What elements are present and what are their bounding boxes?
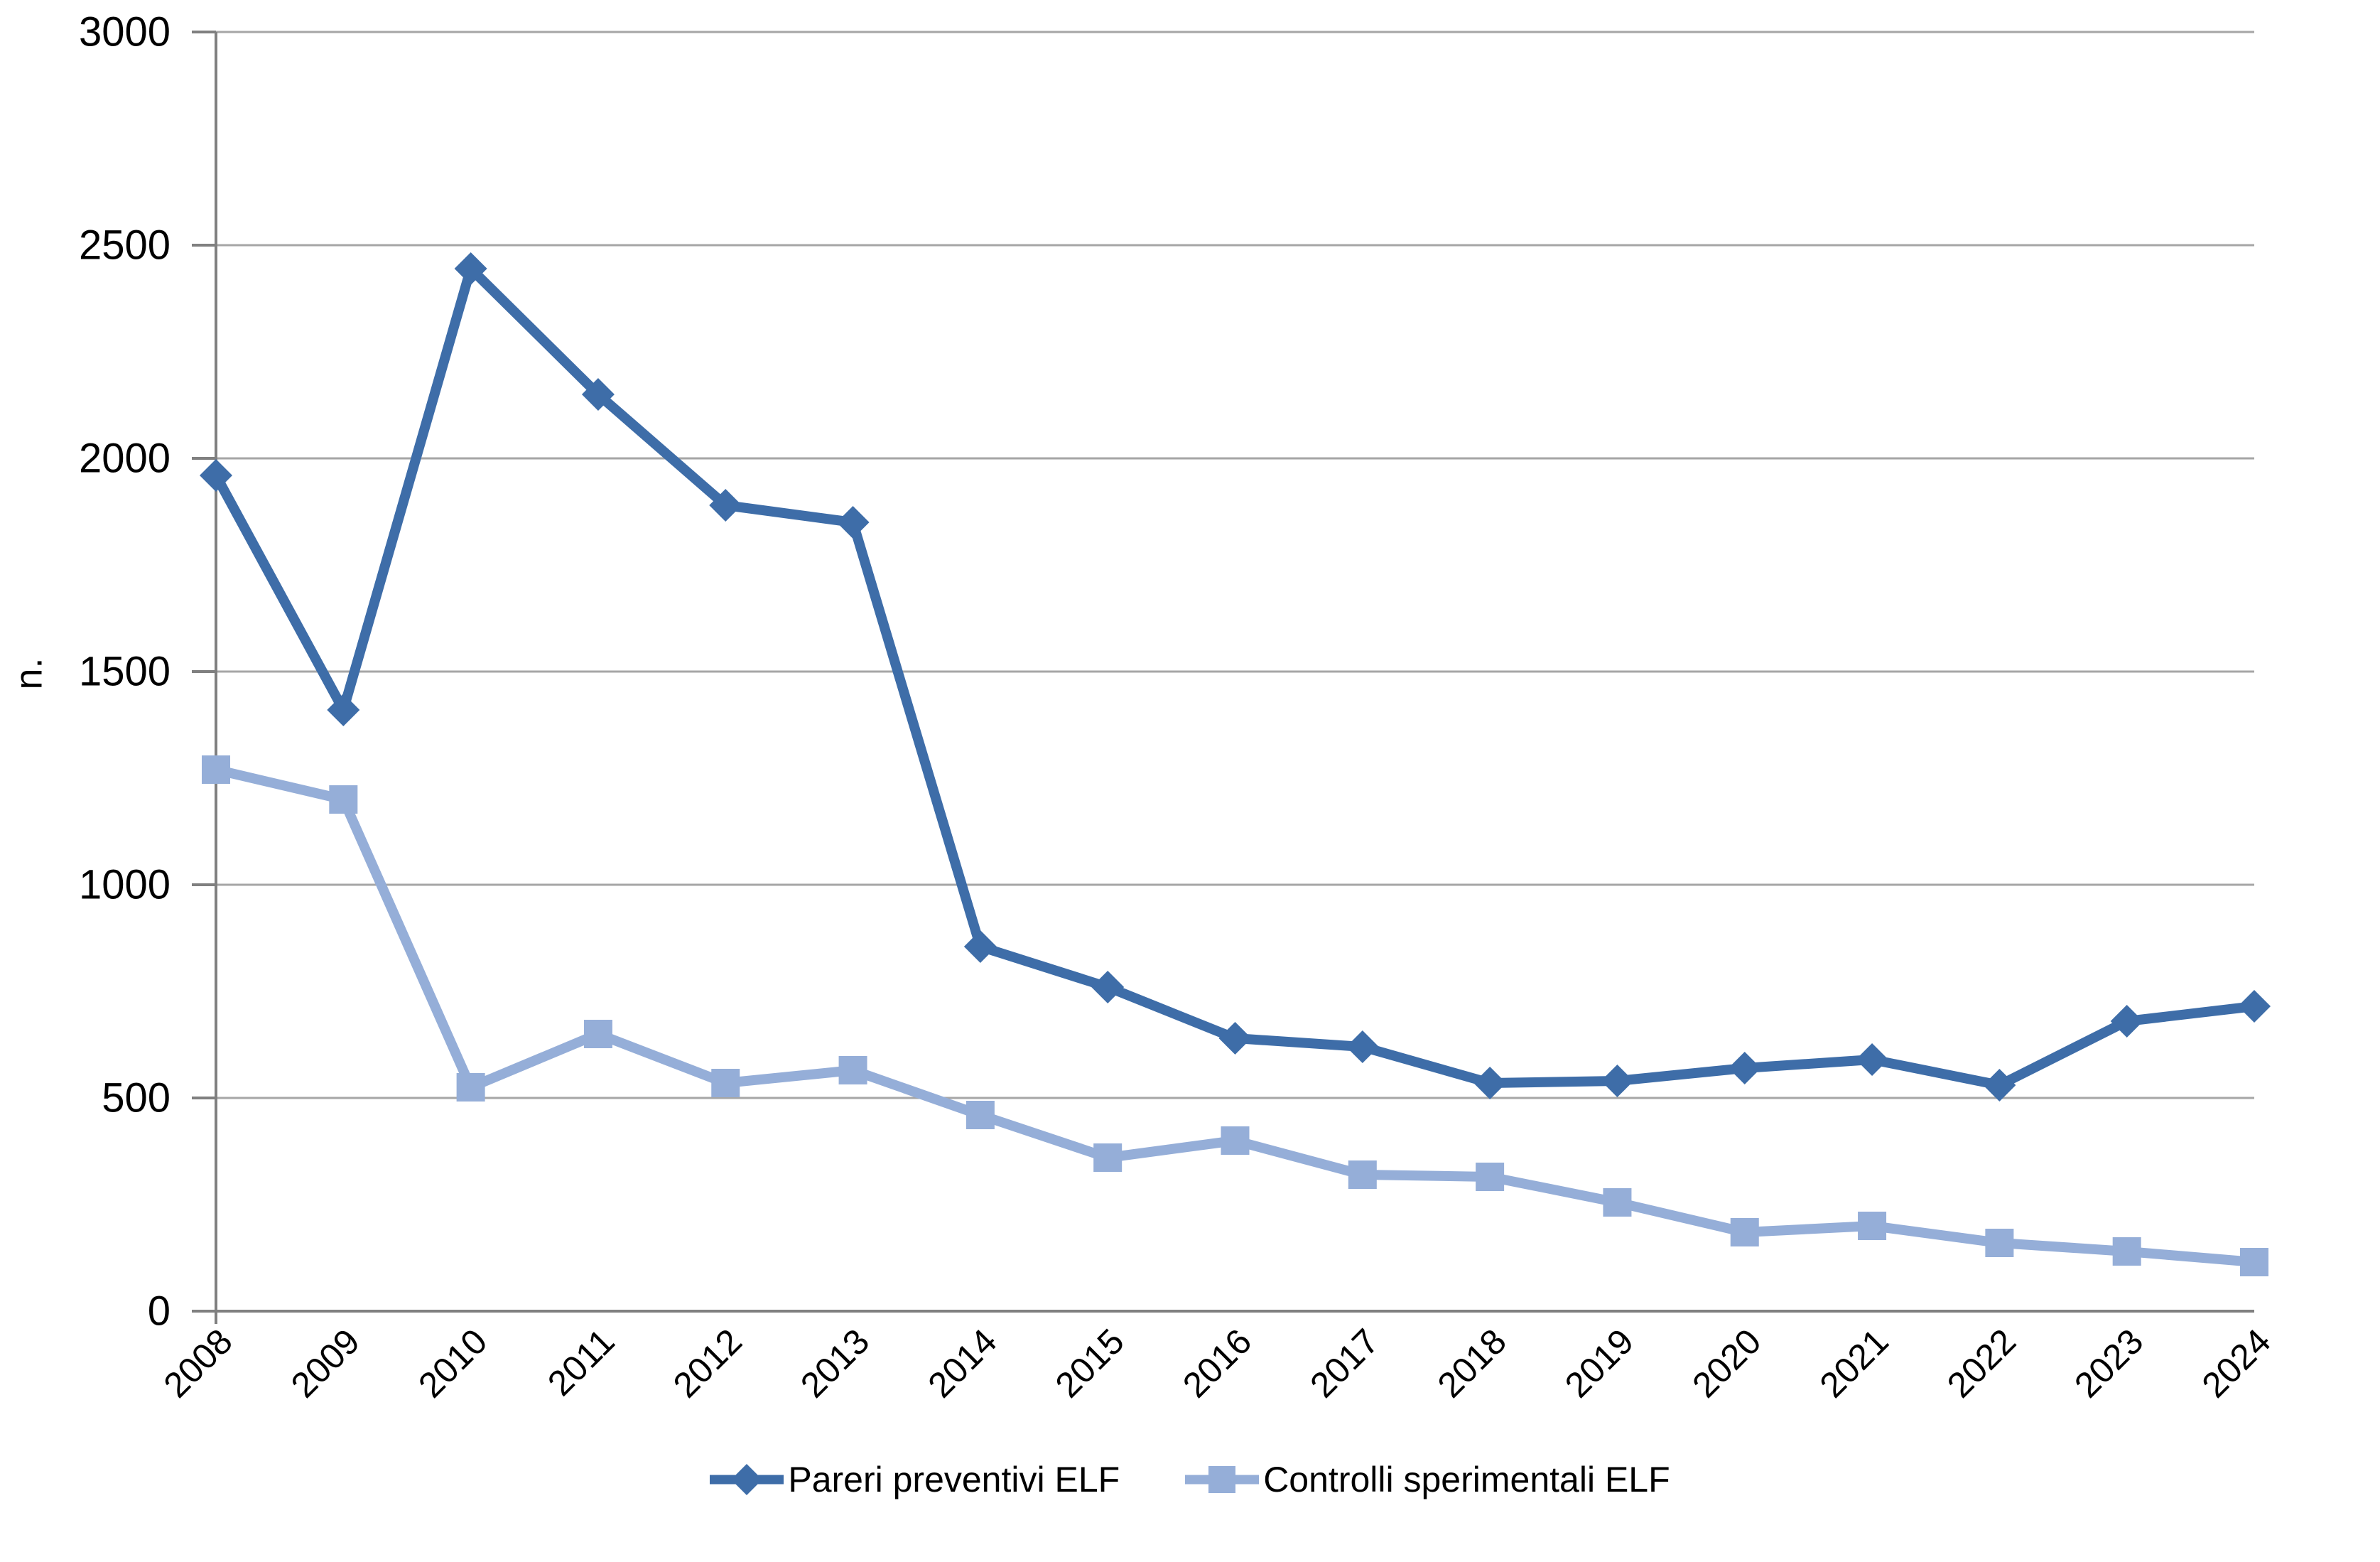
marker-square-controlli-sperimentali-elf: [583, 1020, 612, 1048]
legend: Pareri preventivi ELF Controlli speriment…: [0, 1458, 2380, 1501]
marker-square-controlli-sperimentali-elf: [1348, 1160, 1377, 1189]
marker-diamond-pareri-preventivi-elf: [581, 378, 615, 411]
y-tick-label: 3000: [79, 9, 171, 55]
marker-square-controlli-sperimentali-elf: [838, 1056, 867, 1084]
x-tick-label: 2020: [1684, 1321, 1768, 1405]
x-tick-label: 2018: [1430, 1321, 1514, 1405]
marker-square-controlli-sperimentali-elf: [2240, 1248, 2268, 1276]
x-tick-label: 2023: [2067, 1321, 2151, 1405]
y-tick-label: 0: [148, 1288, 171, 1335]
marker-square-controlli-sperimentali-elf: [1858, 1212, 1887, 1240]
marker-diamond-pareri-preventivi-elf: [709, 489, 742, 522]
marker-diamond-pareri-preventivi-elf: [1346, 1030, 1379, 1063]
marker-diamond-pareri-preventivi-elf: [2238, 990, 2271, 1023]
marker-diamond-pareri-preventivi-elf: [1473, 1067, 1507, 1099]
marker-square-controlli-sperimentali-elf: [711, 1069, 740, 1097]
marker-square-controlli-sperimentali-elf: [1603, 1188, 1632, 1217]
x-tick-label: 2016: [1175, 1321, 1259, 1405]
x-tick-label: 2012: [666, 1321, 750, 1405]
marker-square-controlli-sperimentali-elf: [456, 1073, 485, 1102]
marker-square-controlli-sperimentali-elf: [1093, 1143, 1123, 1172]
marker-square-controlli-sperimentali-elf: [1476, 1163, 1505, 1191]
legend-item-controlli-sperimentali-elf: Controlli sperimentali ELF: [1185, 1458, 1670, 1501]
x-tick-label: 2014: [920, 1321, 1004, 1405]
x-tick-label: 2024: [2195, 1321, 2278, 1405]
legend-label: Pareri preventivi ELF: [788, 1460, 1120, 1499]
marker-square-controlli-sperimentali-elf: [329, 785, 358, 814]
y-axis-title: n.: [7, 657, 50, 690]
marker-square-controlli-sperimentali-elf: [2112, 1237, 2141, 1266]
marker-diamond-pareri-preventivi-elf: [454, 252, 487, 285]
marker-square-controlli-sperimentali-elf: [202, 755, 230, 784]
legend-label: Controlli sperimentali ELF: [1263, 1460, 1670, 1499]
x-tick-label: 2021: [1812, 1321, 1896, 1405]
y-tick-label: 2500: [79, 222, 171, 269]
marker-diamond-pareri-preventivi-elf: [1983, 1069, 2016, 1102]
x-tick-label: 2015: [1048, 1321, 1132, 1405]
marker-diamond-pareri-preventivi-elf: [1218, 1022, 1252, 1055]
marker-diamond-pareri-preventivi-elf: [200, 459, 232, 492]
legend-item-pareri-preventivi-elf: Pareri preventivi ELF: [710, 1458, 1120, 1501]
legend-marker-diamond-icon: [710, 1464, 784, 1495]
marker-diamond-pareri-preventivi-elf: [1728, 1052, 1761, 1084]
y-tick-label: 1000: [79, 862, 171, 908]
marker-diamond-pareri-preventivi-elf: [836, 506, 870, 539]
y-tick-label: 500: [102, 1075, 171, 1121]
x-tick-label: 2009: [283, 1321, 367, 1405]
series-line-controlli-sperimentali-elf: [215, 765, 2255, 1267]
series-line-pareri-preventivi-elf: [211, 264, 2255, 1090]
x-tick-label: 2011: [540, 1321, 622, 1404]
x-tick-label: 2022: [1940, 1321, 2023, 1405]
marker-diamond-pareri-preventivi-elf: [327, 694, 360, 726]
y-tick-label: 2000: [79, 436, 171, 482]
marker-diamond-pareri-preventivi-elf: [1856, 1043, 1889, 1076]
marker-square-controlli-sperimentali-elf: [1985, 1229, 2014, 1257]
x-tick-label: 2013: [793, 1321, 877, 1405]
marker-diamond-pareri-preventivi-elf: [1091, 971, 1125, 1003]
marker-diamond-pareri-preventivi-elf: [1601, 1065, 1634, 1097]
x-tick-label: 2019: [1557, 1321, 1641, 1405]
marker-square-controlli-sperimentali-elf: [965, 1101, 995, 1129]
y-tick-label: 1500: [79, 649, 171, 695]
marker-square-controlli-sperimentali-elf: [1221, 1126, 1250, 1155]
x-tick-label: 2010: [411, 1321, 494, 1405]
legend-marker-square-icon: [1185, 1466, 1260, 1493]
marker-diamond-pareri-preventivi-elf: [2110, 1005, 2143, 1038]
x-tick-label: 2017: [1302, 1321, 1386, 1405]
marker-square-controlli-sperimentali-elf: [1730, 1218, 1759, 1246]
marker-diamond-pareri-preventivi-elf: [963, 930, 997, 963]
